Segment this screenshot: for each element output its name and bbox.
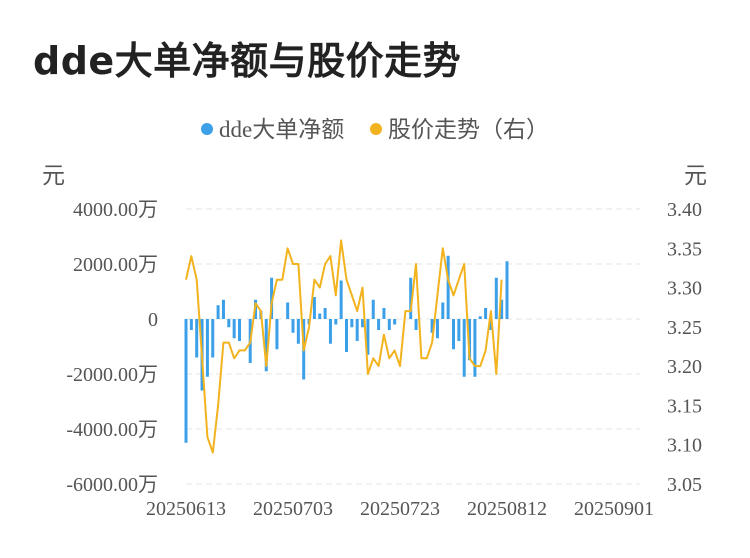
dde-bar — [286, 302, 290, 319]
dde-bar — [323, 308, 327, 319]
left-axis-ticks: 4000.00万 2000.00万 0 -2000.00万 -4000.00万 -6000… — [66, 199, 158, 496]
right-axis-tick-label: 3.15 — [667, 395, 702, 417]
dde-bar — [494, 277, 498, 319]
x-axis-tick-label: 20250723 — [360, 498, 440, 520]
right-axis-tick-label: 3.30 — [667, 278, 702, 300]
right-axis-tick-label: 3.40 — [667, 199, 702, 221]
dde-bar — [227, 319, 231, 328]
right-axis-tick-label: 3.20 — [667, 356, 702, 378]
dde-bar — [296, 319, 300, 344]
legend-dot-dde — [201, 123, 214, 135]
right-axis-tick-label: 3.05 — [667, 474, 702, 496]
bar-series-dde — [184, 255, 509, 443]
dde-bar — [312, 297, 316, 319]
legend-item-price[interactable]: 股价走势（右） — [369, 110, 549, 144]
dde-bar — [205, 319, 209, 377]
dde-bar — [505, 261, 509, 319]
dde-bar — [435, 319, 439, 339]
dde-bar — [468, 319, 472, 361]
dde-bar — [318, 313, 322, 319]
dde-bar — [361, 319, 365, 328]
legend-item-dde[interactable]: dde大单净额 — [201, 110, 344, 144]
dde-bar — [328, 319, 332, 344]
dde-bar — [195, 319, 199, 358]
x-axis-tick-label: 20250812 — [467, 498, 547, 520]
right-axis-ticks: 3.40 3.35 3.30 3.25 3.20 3.15 3.10 3.05 — [667, 199, 702, 496]
dde-bar — [484, 308, 488, 319]
dde-bar — [473, 319, 477, 377]
dde-bar — [430, 319, 434, 333]
left-axis-tick-label: 0 — [148, 309, 158, 331]
dde-bar — [275, 319, 279, 350]
grid-lines — [186, 208, 640, 485]
left-axis-tick-label: -4000.00万 — [66, 419, 158, 441]
dde-bar — [441, 302, 445, 319]
legend-dot-price — [369, 123, 382, 135]
dde-bar — [291, 319, 295, 333]
dde-bar — [489, 319, 493, 330]
dde-bar — [371, 299, 375, 319]
x-axis-tick-label: 20250901 — [574, 498, 654, 520]
left-axis-unit: 元 — [42, 163, 65, 188]
dde-bar — [478, 316, 482, 319]
dde-bar — [377, 319, 381, 330]
legend-label-dde: dde大单净额 — [219, 117, 345, 142]
dde-bar — [264, 319, 268, 372]
dde-bar — [500, 299, 504, 319]
dde-bar — [366, 319, 370, 355]
dde-bar — [409, 277, 413, 319]
dde-bar — [211, 319, 215, 358]
right-axis-unit: 元 — [684, 163, 707, 188]
price-line — [185, 239, 503, 454]
right-axis-tick-label: 3.10 — [667, 435, 702, 457]
dde-bar — [334, 319, 338, 325]
dde-bar — [270, 277, 274, 319]
dde-bar — [232, 319, 236, 339]
right-axis-tick-label: 3.35 — [667, 238, 702, 260]
x-axis-ticks: 20250613 20250703 20250723 20250812 20250901 — [146, 498, 654, 520]
dde-bar — [238, 319, 241, 341]
dde-bar — [339, 280, 343, 319]
dde-bar — [189, 319, 193, 330]
dde-bar — [345, 319, 348, 352]
left-axis-tick-label: -6000.00万 — [66, 474, 158, 496]
x-axis-tick-label: 20250703 — [253, 498, 333, 520]
chart-title: dde大单净额与股价走势 — [33, 39, 462, 83]
dde-bar — [462, 319, 466, 377]
left-axis-tick-label: -2000.00万 — [66, 364, 158, 386]
x-axis-tick-label: 20250613 — [146, 498, 226, 520]
dde-bar — [382, 308, 386, 319]
dde-bar — [221, 299, 225, 319]
dde-bar — [216, 305, 220, 319]
dde-bar — [350, 319, 354, 328]
dde-bar — [184, 319, 188, 443]
dde-bar — [387, 319, 391, 330]
legend: dde大单净额 股价走势（右） — [0, 110, 750, 144]
legend-label-price: 股价走势（右） — [387, 117, 549, 142]
dde-bar — [452, 319, 455, 350]
dde-bar — [457, 319, 461, 341]
dde-bar — [414, 319, 418, 330]
dde-bar — [393, 319, 397, 325]
dde-bar — [446, 255, 450, 319]
right-axis-tick-label: 3.25 — [667, 317, 702, 339]
dde-bar — [355, 319, 359, 341]
left-axis-tick-label: 4000.00万 — [73, 199, 158, 221]
line-series-price — [185, 239, 503, 454]
left-axis-tick-label: 2000.00万 — [73, 254, 158, 276]
